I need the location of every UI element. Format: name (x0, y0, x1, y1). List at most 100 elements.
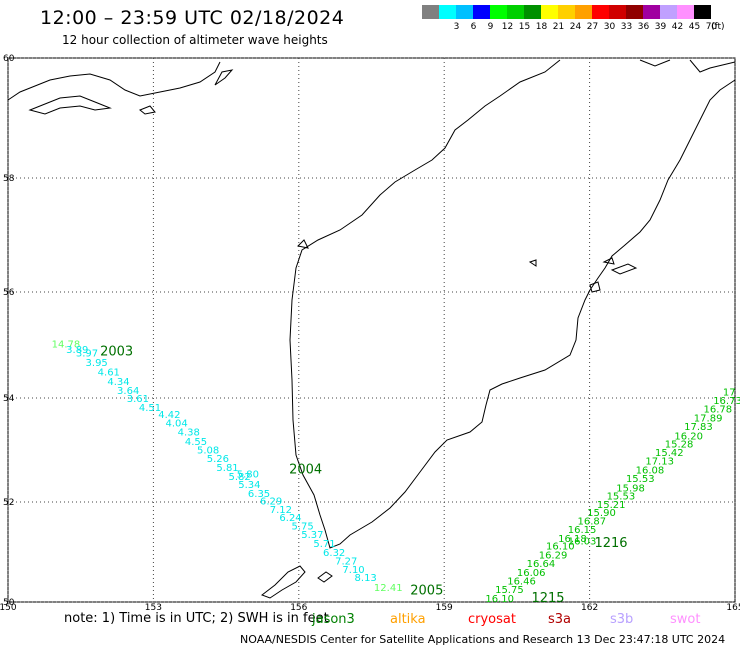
swh-reading: 3.64 (117, 386, 139, 397)
pass-time-label: 1216 (594, 536, 627, 551)
track-1215-1216: 16.1015.7516.4616.0616.6416.2916.1016.18… (485, 387, 740, 606)
swh-reading: 6.29 (260, 497, 282, 508)
scale-swatch (422, 5, 439, 19)
lon-tick-label: 150 (0, 603, 17, 613)
scale-swatch (541, 5, 558, 19)
swh-reading: 16.08 (636, 465, 665, 476)
swh-reading: 16.20 (674, 432, 703, 443)
swh-reading: 16.18 (558, 534, 587, 545)
scale-label: 21 (552, 22, 565, 32)
lon-tick-label: 156 (290, 603, 307, 613)
swh-reading: 8.13 (355, 573, 377, 584)
scale-label: 18 (535, 22, 548, 32)
scale-swatch (643, 5, 660, 19)
swh-reading: 12.41 (374, 583, 403, 594)
swh-reading: 5.81 (216, 463, 238, 474)
scale-swatch (490, 5, 507, 19)
swh-reading: 15.90 (587, 508, 616, 519)
scale-label: 30 (603, 22, 616, 32)
scale-swatch (524, 5, 541, 19)
swh-reading: 16.10 (485, 594, 514, 605)
swh-reading: 17 (723, 387, 736, 398)
swh-reading: 15.98 (616, 484, 645, 495)
swh-reading: 15.28 (665, 439, 694, 450)
swh-reading: 16.06 (517, 568, 546, 579)
swh-reading: 5.80 (237, 470, 259, 481)
map-title: 12:00 – 23:59 UTC 02/18/2024 (40, 7, 345, 29)
graticule (7, 57, 736, 603)
scale-label: 45 (688, 22, 701, 32)
swh-reading: 4.38 (178, 427, 200, 438)
satellite-altika: altika (390, 612, 426, 627)
swh-reading: 15.53 (607, 491, 636, 502)
swh-reading: 16.29 (539, 551, 568, 562)
lon-tick-label: 162 (581, 603, 598, 613)
scale-swatch (439, 5, 456, 19)
satellite-swot: swot (670, 612, 701, 627)
swh-reading: 4.55 (185, 437, 207, 448)
swh-reading: 4.04 (166, 419, 188, 430)
swh-reading: 5.37 (301, 530, 323, 541)
swh-reading: 15.75 (495, 585, 524, 596)
swh-reading: 5.26 (207, 454, 229, 465)
swh-reading: 4.51 (139, 403, 161, 414)
swh-reading: 3.89 (66, 345, 88, 356)
swh-reading: 16.73 (713, 396, 740, 407)
lat-tick-label: 56 (3, 288, 15, 298)
swh-reading: 14.78 (52, 340, 81, 351)
coastline (7, 59, 736, 599)
track-2003-2004-2005: 14.783.893.973.954.614.343.643.614.514.4… (52, 340, 444, 599)
map-subtitle: 12 hour collection of altimeter wave hei… (62, 33, 328, 47)
scale-swatch (456, 5, 473, 19)
swh-reading: 17.13 (645, 457, 674, 468)
swh-reading: 16.15 (568, 525, 597, 536)
scale-label: 12 (501, 22, 514, 32)
swh-reading: 5.82 (229, 472, 251, 483)
pass-time-label: 1215 (531, 591, 564, 606)
scale-label: 6 (470, 22, 477, 32)
swh-reading: 15.42 (655, 448, 684, 459)
scale-label: 36 (637, 22, 650, 32)
swh-reading: 16.78 (703, 405, 732, 416)
swh-reading: 17.89 (694, 413, 723, 424)
swh-reading: 4.34 (107, 377, 129, 388)
swh-reading: 15.21 (597, 500, 626, 511)
satellite-s3a: s3a (548, 612, 572, 627)
swh-reading: 16.10 (546, 542, 575, 553)
scale-swatch (507, 5, 524, 19)
swh-reading: 3.95 (86, 358, 108, 369)
scale-label: 3 (453, 22, 460, 32)
swh-reading: 7.27 (335, 557, 357, 568)
scale-label: 24 (569, 22, 582, 32)
swh-reading: 4.42 (158, 410, 180, 421)
credit-line: NOAA/NESDIS Center for Satellite Applica… (240, 633, 726, 646)
swh-reading: 16.64 (527, 559, 556, 570)
lon-tick-label: 153 (145, 603, 162, 613)
pass-time-label: 2005 (410, 584, 443, 599)
swh-reading: 16.03 (568, 537, 597, 548)
swh-reading: 6.32 (323, 548, 345, 559)
swh-reading: 6.35 (248, 489, 270, 500)
scale-label: 33 (620, 22, 633, 32)
scale-label: 27 (586, 22, 599, 32)
scale-label: 42 (671, 22, 684, 32)
scale-swatch (575, 5, 592, 19)
scale-label: 9 (487, 22, 494, 32)
satellite-cryosat: cryosat (468, 612, 516, 627)
altimeter-tracks: 14.783.893.973.954.614.343.643.614.514.4… (52, 340, 740, 606)
swh-reading: 5.34 (238, 480, 260, 491)
scale-swatch (694, 5, 711, 19)
swh-reading: 6.24 (279, 513, 301, 524)
swh-reading: 5.71 (313, 539, 335, 550)
pass-time-label: 2003 (100, 345, 133, 360)
swh-reading: 5.08 (197, 446, 219, 457)
swh-reading: 16.87 (577, 517, 606, 528)
scale-swatch (660, 5, 677, 19)
scale-swatch (626, 5, 643, 19)
lat-tick-label: 60 (3, 54, 15, 64)
satellite-s3b: s3b (610, 612, 634, 627)
lat-tick-label: 52 (3, 498, 14, 508)
swh-reading: 16.46 (507, 577, 536, 588)
lon-tick-label: 165 (726, 603, 740, 613)
